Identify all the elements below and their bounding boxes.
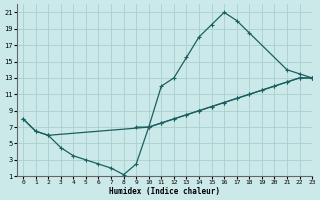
X-axis label: Humidex (Indice chaleur): Humidex (Indice chaleur) xyxy=(109,187,220,196)
